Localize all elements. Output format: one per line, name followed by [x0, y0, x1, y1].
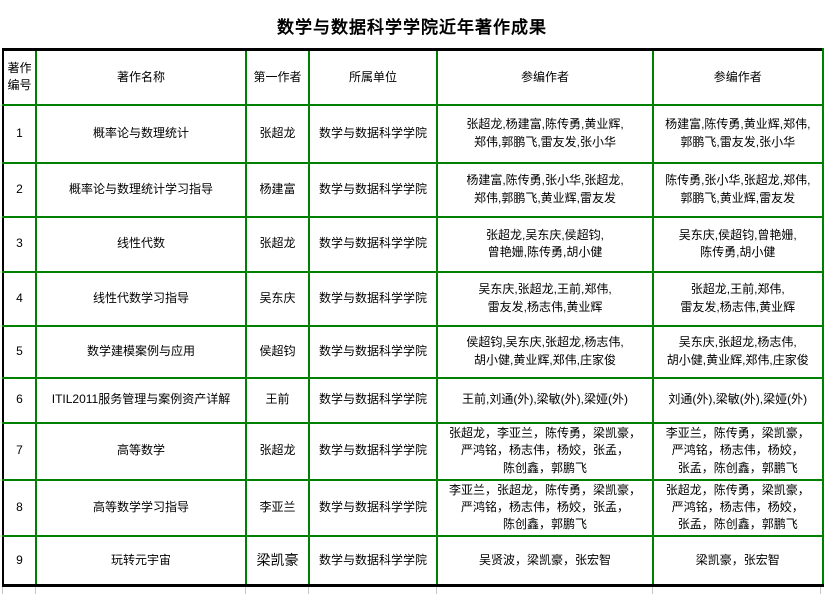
gridline-stub — [245, 587, 246, 595]
cell-coauthors-b: 刘通(外),梁敏(外),梁娅(外) — [652, 376, 824, 424]
cell-no: 4 — [2, 270, 37, 327]
cell-no: 9 — [2, 534, 37, 588]
table-row: 6 ITIL2011服务管理与案例资产详解 王前 数学与数据科学学院 王前,刘通… — [2, 376, 824, 424]
cell-unit: 数学与数据科学学院 — [308, 534, 438, 588]
cell-title: 概率论与数理统计 — [35, 103, 247, 164]
cell-coauthors-a: 李亚兰，张超龙，陈传勇，梁凯豪， 严鸿铭，杨志伟，杨姣，张孟， 陈创鑫，郭鹏飞 — [436, 478, 654, 537]
cell-coauthors-b: 杨建富,陈传勇,黄业辉,郑伟, 郭鹏飞,雷友发,张小华 — [652, 103, 824, 164]
excel-gridline-stubs — [2, 587, 822, 595]
cell-unit: 数学与数据科学学院 — [308, 161, 438, 218]
cell-unit: 数学与数据科学学院 — [308, 215, 438, 273]
header-cell-first-author: 第一作者 — [245, 48, 310, 106]
cell-coauthors-a: 吴贤波，梁凯豪，张宏智 — [436, 534, 654, 588]
cell-coauthors-a: 杨建富,陈传勇,张小华,张超龙, 郑伟,郭鹏飞,黄业辉,雷友发 — [436, 161, 654, 218]
cell-title: 线性代数 — [35, 215, 247, 273]
table-row: 2 概率论与数理统计学习指导 杨建富 数学与数据科学学院 杨建富,陈传勇,张小华… — [2, 161, 824, 218]
table-row: 8 高等数学学习指导 李亚兰 数学与数据科学学院 李亚兰，张超龙，陈传勇，梁凯豪… — [2, 478, 824, 537]
cell-coauthors-b: 张超龙,王前,郑伟, 雷友发,杨志伟,黄业辉 — [652, 270, 824, 327]
cell-coauthors-a: 侯超钧,吴东庆,张超龙,杨志伟, 胡小健,黄业辉,郑伟,庄家俊 — [436, 324, 654, 379]
table-row: 1 概率论与数理统计 张超龙 数学与数据科学学院 张超龙,杨建富,陈传勇,黄业辉… — [2, 103, 824, 164]
cell-coauthors-b: 李亚兰，陈传勇，梁凯豪， 严鸿铭，杨志伟，杨姣， 张孟，陈创鑫，郭鹏飞 — [652, 421, 824, 481]
cell-coauthors-a: 张超龙，李亚兰，陈传勇，梁凯豪， 严鸿铭，杨志伟，杨姣，张孟， 陈创鑫，郭鹏飞 — [436, 421, 654, 481]
table-row: 4 线性代数学习指导 吴东庆 数学与数据科学学院 吴东庆,张超龙,王前,郑伟, … — [2, 270, 824, 327]
gridline-stub — [820, 587, 821, 595]
header-cell-unit: 所属单位 — [308, 48, 438, 106]
cell-first-author: 侯超钧 — [245, 324, 310, 379]
cell-title: 玩转元宇宙 — [35, 534, 247, 588]
cell-unit: 数学与数据科学学院 — [308, 270, 438, 327]
cell-coauthors-a: 张超龙,吴东庆,侯超钧, 曾艳姗,陈传勇,胡小健 — [436, 215, 654, 273]
publications-table: 著作 编号 著作名称 第一作者 所属单位 参编作者 参编作者 1 概率论与数理统… — [2, 48, 824, 588]
cell-unit: 数学与数据科学学院 — [308, 478, 438, 537]
cell-no: 1 — [2, 103, 37, 164]
cell-first-author: 张超龙 — [245, 103, 310, 164]
cell-coauthors-a: 张超龙,杨建富,陈传勇,黄业辉, 郑伟,郭鹏飞,雷友发,张小华 — [436, 103, 654, 164]
cell-unit: 数学与数据科学学院 — [308, 324, 438, 379]
cell-first-author: 吴东庆 — [245, 270, 310, 327]
cell-title: ITIL2011服务管理与案例资产详解 — [35, 376, 247, 424]
cell-no: 5 — [2, 324, 37, 379]
gridline-stub — [308, 587, 309, 595]
header-cell-coauthors-a: 参编作者 — [436, 48, 654, 106]
cell-title: 高等数学 — [35, 421, 247, 481]
header-row: 著作 编号 著作名称 第一作者 所属单位 参编作者 参编作者 — [2, 48, 824, 106]
table-row: 5 数学建模案例与应用 侯超钧 数学与数据科学学院 侯超钧,吴东庆,张超龙,杨志… — [2, 324, 824, 379]
cell-title: 概率论与数理统计学习指导 — [35, 161, 247, 218]
cell-first-author: 王前 — [245, 376, 310, 424]
table-row: 9 玩转元宇宙 梁凯豪 数学与数据科学学院 吴贤波，梁凯豪，张宏智 梁凯豪，张宏… — [2, 534, 824, 588]
cell-coauthors-b: 吴东庆,侯超钧,曾艳姗, 陈传勇,胡小健 — [652, 215, 824, 273]
gridline-stub — [2, 587, 3, 595]
cell-no: 7 — [2, 421, 37, 481]
header-cell-name: 著作名称 — [35, 48, 247, 106]
cell-coauthors-a: 王前,刘通(外),梁敏(外),梁娅(外) — [436, 376, 654, 424]
cell-coauthors-b: 张超龙，陈传勇，梁凯豪， 严鸿铭，杨志伟，杨姣， 张孟，陈创鑫，郭鹏飞 — [652, 478, 824, 537]
cell-unit: 数学与数据科学学院 — [308, 421, 438, 481]
table-row: 7 高等数学 张超龙 数学与数据科学学院 张超龙，李亚兰，陈传勇，梁凯豪， 严鸿… — [2, 421, 824, 481]
cell-coauthors-b: 陈传勇,张小华,张超龙,郑伟, 郭鹏飞,黄业辉,雷友发 — [652, 161, 824, 218]
cell-unit: 数学与数据科学学院 — [308, 376, 438, 424]
gridline-stub — [436, 587, 437, 595]
cell-title: 线性代数学习指导 — [35, 270, 247, 327]
cell-no: 2 — [2, 161, 37, 218]
table-row: 3 线性代数 张超龙 数学与数据科学学院 张超龙,吴东庆,侯超钧, 曾艳姗,陈传… — [2, 215, 824, 273]
cell-no: 8 — [2, 478, 37, 537]
cell-first-author: 张超龙 — [245, 215, 310, 273]
cell-unit: 数学与数据科学学院 — [308, 103, 438, 164]
header-cell-coauthors-b: 参编作者 — [652, 48, 824, 106]
cell-first-author: 杨建富 — [245, 161, 310, 218]
cell-first-author: 梁凯豪 — [245, 534, 310, 588]
cell-no: 6 — [2, 376, 37, 424]
cell-title: 高等数学学习指导 — [35, 478, 247, 537]
cell-coauthors-a: 吴东庆,张超龙,王前,郑伟, 雷友发,杨志伟,黄业辉 — [436, 270, 654, 327]
cell-first-author: 张超龙 — [245, 421, 310, 481]
page-title: 数学与数据科学学院近年著作成果 — [277, 18, 547, 37]
cell-coauthors-b: 梁凯豪，张宏智 — [652, 534, 824, 588]
cell-no: 3 — [2, 215, 37, 273]
header-cell-no: 著作 编号 — [2, 48, 37, 106]
cell-coauthors-b: 吴东庆,张超龙,杨志伟, 胡小健,黄业辉,郑伟,庄家俊 — [652, 324, 824, 379]
cell-title: 数学建模案例与应用 — [35, 324, 247, 379]
gridline-stub — [35, 587, 36, 595]
cell-first-author: 李亚兰 — [245, 478, 310, 537]
gridline-stub — [652, 587, 653, 595]
